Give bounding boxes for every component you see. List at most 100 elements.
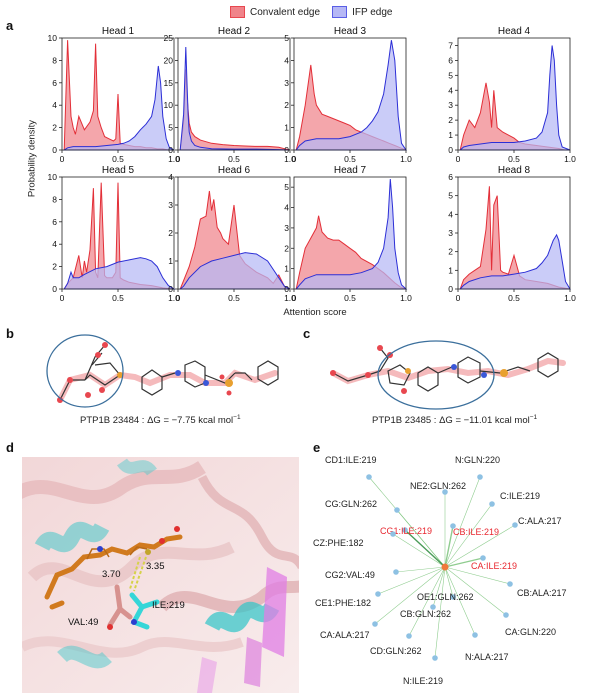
x-tick-label: 0.5	[344, 293, 356, 303]
network-node-label: NE2:GLN:262	[410, 481, 466, 491]
network-node-label: CG1:ILE:219	[380, 526, 432, 536]
chart-title: Head 2	[218, 26, 251, 37]
y-tick-label: 4	[168, 172, 173, 182]
network-node-label: CB:ALA:217	[517, 588, 567, 598]
residue-label-val49: VAL:49	[68, 617, 99, 628]
network-edge	[444, 557, 484, 568]
plot-frame	[177, 37, 291, 151]
panel-label-c: c	[303, 326, 311, 341]
y-tick-label: 0	[284, 145, 289, 155]
network-node	[432, 655, 438, 661]
network-edge	[444, 525, 454, 568]
y-tick-label: 7	[448, 40, 453, 50]
x-tick-label: 0	[176, 154, 181, 164]
chart-title: Head 7	[334, 165, 367, 176]
series-area-ifp	[295, 178, 408, 290]
y-tick-label: 25	[164, 33, 174, 43]
x-tick-label: 1.0	[168, 293, 180, 303]
caption-b: PTP1B 23484 : ΔG = −7.75 kcal mol−1	[80, 414, 241, 426]
y-tick-label: 5	[448, 70, 453, 80]
x-tick-label: 0	[456, 154, 461, 164]
x-tick-label: 0.5	[112, 293, 124, 303]
y-tick-label: 8	[52, 194, 57, 204]
caption-b-sup: −1	[233, 414, 241, 421]
distance-label-2: 3.35	[146, 561, 165, 572]
network-edge	[444, 524, 516, 568]
y-tick-label: 2	[284, 243, 289, 253]
network-node	[450, 523, 456, 529]
network-node	[512, 522, 518, 528]
chart-title: Head 5	[102, 165, 135, 176]
network-node-label: N:GLN:220	[455, 455, 500, 465]
network-node-label: CD1:ILE:219	[325, 455, 377, 465]
y-tick-label: 0	[52, 284, 57, 294]
network-node	[406, 633, 412, 639]
caption-c-text: PTP1B 23485 : ΔG = −11.01 kcal mol	[372, 415, 530, 427]
chart-1: Head 1 0 2 4 6 8 10 0 0.5 1.0	[48, 26, 181, 164]
y-tick-label: 3	[448, 100, 453, 110]
y-tick-label: 6	[52, 217, 57, 227]
caption-b-text: PTP1B 23484 : ΔG = −7.75 kcal mol	[80, 415, 234, 427]
y-tick-label: 6	[448, 55, 453, 65]
series-area-ifp	[295, 40, 407, 151]
x-tick-label: 0.5	[112, 154, 124, 164]
chart-title: Head 1	[102, 26, 135, 37]
network-edge	[408, 566, 446, 637]
y-tick-label: 15	[164, 78, 174, 88]
y-tick-label: 4	[448, 85, 453, 95]
network-node-label: CG2:VAL:49	[325, 570, 375, 580]
network-edge	[444, 503, 493, 568]
chart-title: Head 6	[218, 165, 251, 176]
x-axis-label: Attention score	[283, 307, 347, 318]
y-tick-label: 4	[52, 100, 57, 110]
y-tick-label: 0	[448, 145, 453, 155]
y-tick-label: 10	[164, 100, 174, 110]
network-node	[503, 612, 509, 618]
y-tick-label: 2	[284, 100, 289, 110]
y-tick-label: 4	[52, 239, 57, 249]
series-area-ifp	[459, 233, 571, 290]
protein-render	[22, 457, 299, 693]
molecule-b	[46, 334, 279, 408]
x-tick-label: 0.5	[344, 154, 356, 164]
network-node	[442, 489, 448, 495]
y-tick-label: 2	[168, 228, 173, 238]
network-node	[430, 604, 436, 610]
y-tick-label: 3	[448, 228, 453, 238]
y-tick-label: 1	[448, 130, 453, 140]
network-edge	[377, 566, 446, 595]
y-tick-label: 0	[168, 145, 173, 155]
x-tick-label: 1.0	[168, 154, 180, 164]
network-edge	[444, 566, 507, 616]
legend: Convalent edge IFP edge	[230, 5, 392, 19]
residue-label-ile219: ILE:219	[152, 600, 185, 611]
chart-7: Head 7 0 1 2 3 4 5 0 0.5 1.0	[284, 165, 412, 303]
legend-swatch-ifp	[332, 6, 348, 18]
network-node-label: OE1:GLN:262	[417, 592, 474, 602]
series-area-ifp	[62, 65, 175, 151]
chart-title: Head 3	[334, 26, 367, 37]
highlight-ellipse-c	[377, 340, 495, 410]
legend-label-covalent: Convalent edge	[250, 6, 321, 18]
network-edge	[395, 566, 446, 573]
y-tick-label: 5	[284, 182, 289, 192]
network-edge	[444, 476, 481, 568]
interaction-network: CD1:ILE:219 N:GLN:220 NE2:GLN:262 C:ILE:219…	[313, 455, 567, 686]
y-tick-label: 5	[448, 191, 453, 201]
y-tick-label: 20	[164, 55, 174, 65]
x-tick-label: 0	[60, 293, 65, 303]
x-tick-label: 0	[292, 293, 297, 303]
chart-3: Head 3 0 1 2 3 4 5 0 0.5 1.0	[284, 26, 412, 164]
protein-structure-view: 3.70 3.35 ILE:219 VAL:49	[22, 457, 299, 693]
y-tick-label: 4	[284, 203, 289, 213]
network-node	[402, 527, 408, 533]
network-edge	[432, 566, 446, 608]
panel-label-d: d	[6, 440, 14, 455]
x-tick-label: 0	[60, 154, 65, 164]
network-node	[472, 632, 478, 638]
x-tick-label: 0	[456, 293, 461, 303]
distance-label-1: 3.70	[102, 569, 121, 580]
caption-c: PTP1B 23485 : ΔG = −11.01 kcal mol−1	[372, 414, 537, 426]
